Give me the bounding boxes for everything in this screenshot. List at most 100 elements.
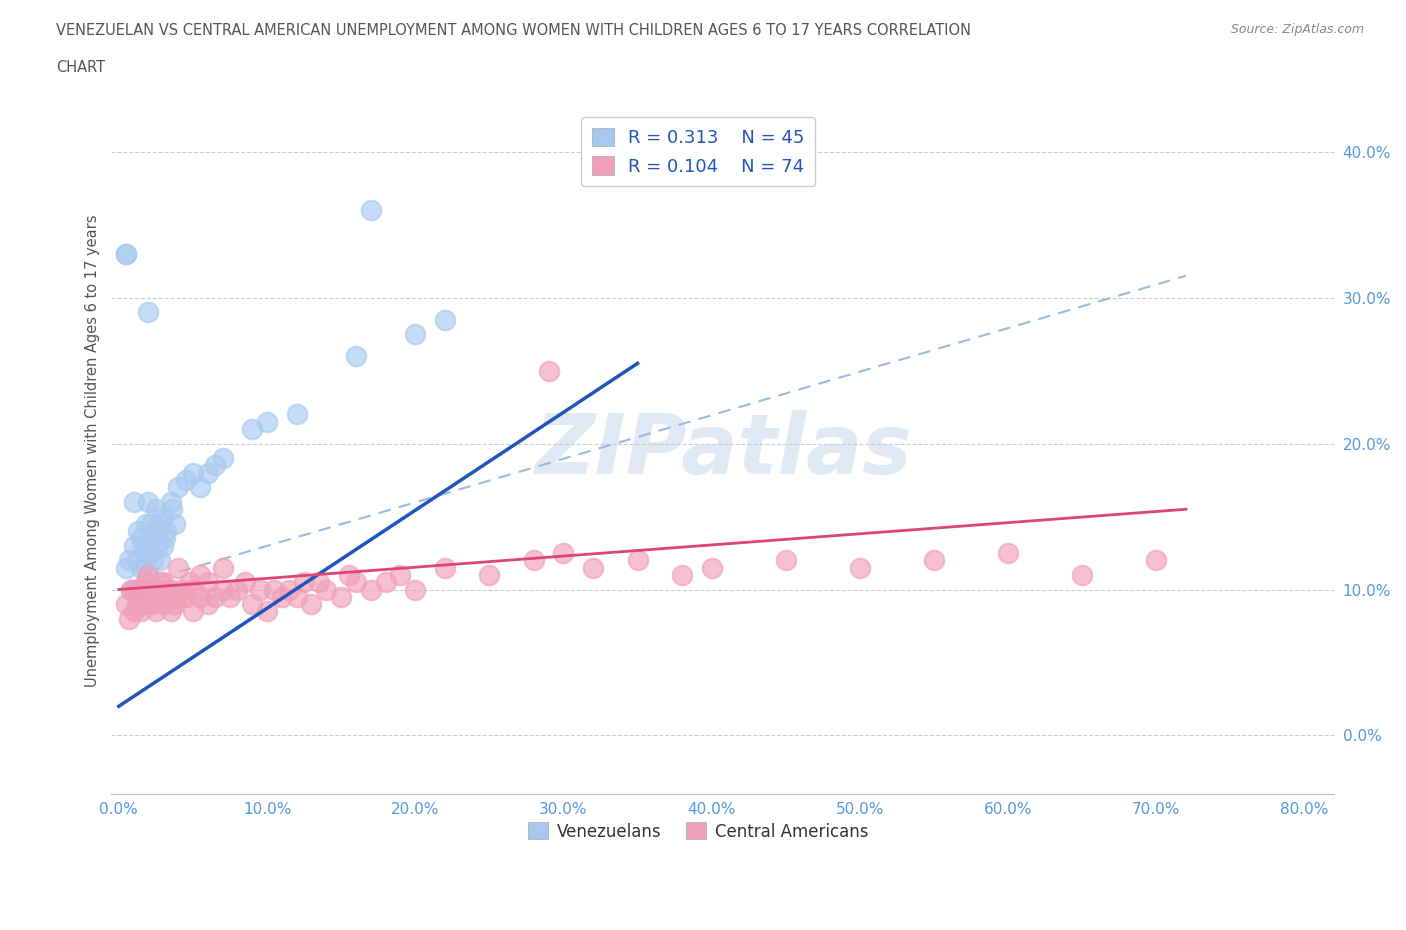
Point [149, 553, 172, 568]
Point [127, 590, 149, 604]
Point [922, 553, 945, 568]
Point [226, 582, 249, 597]
Point [849, 560, 872, 575]
Point [170, 582, 193, 597]
Point [197, 597, 219, 612]
Point [138, 538, 160, 553]
Text: CHART: CHART [56, 60, 105, 75]
Point [141, 531, 163, 546]
Point [167, 480, 190, 495]
Point [136, 567, 159, 582]
Point [148, 590, 170, 604]
Point [159, 582, 181, 597]
Point [138, 590, 160, 604]
Point [159, 604, 181, 618]
Point [165, 597, 187, 612]
Point [204, 458, 226, 473]
Point [145, 582, 167, 597]
Point [125, 553, 148, 568]
Point [134, 546, 156, 561]
Point [134, 575, 156, 590]
Point [115, 246, 138, 261]
Point [122, 495, 145, 510]
Point [181, 582, 204, 597]
Point [404, 326, 426, 341]
Point [700, 560, 723, 575]
Point [360, 203, 382, 218]
Point [233, 575, 256, 590]
Point [181, 604, 204, 618]
Point [188, 567, 211, 582]
Point [149, 575, 172, 590]
Point [152, 575, 174, 590]
Point [997, 546, 1019, 561]
Point [141, 516, 163, 531]
Point [134, 597, 156, 612]
Point [155, 524, 177, 538]
Point [188, 480, 211, 495]
Point [344, 349, 367, 364]
Point [775, 553, 797, 568]
Point [197, 575, 219, 590]
Point [174, 590, 197, 604]
Point [122, 538, 145, 553]
Point [167, 560, 190, 575]
Point [270, 590, 292, 604]
Point [115, 597, 138, 612]
Point [671, 567, 693, 582]
Point [433, 312, 456, 327]
Point [167, 590, 190, 604]
Point [553, 546, 575, 561]
Point [152, 509, 174, 524]
Point [115, 246, 138, 261]
Point [292, 575, 315, 590]
Point [240, 597, 263, 612]
Point [315, 582, 337, 597]
Text: Source: ZipAtlas.com: Source: ZipAtlas.com [1230, 23, 1364, 36]
Point [256, 604, 278, 618]
Y-axis label: Unemployment Among Women with Children Ages 6 to 17 years: Unemployment Among Women with Children A… [86, 215, 100, 687]
Point [146, 538, 169, 553]
Point [478, 567, 501, 582]
Point [115, 560, 138, 575]
Point [1071, 567, 1094, 582]
Point [301, 597, 323, 612]
Point [155, 582, 177, 597]
Point [129, 604, 152, 618]
Point [249, 582, 271, 597]
Point [582, 560, 605, 575]
Point [256, 414, 278, 429]
Point [118, 553, 141, 568]
Point [122, 582, 145, 597]
Point [165, 516, 187, 531]
Point [404, 582, 426, 597]
Legend: Venezuelans, Central Americans: Venezuelans, Central Americans [522, 816, 875, 847]
Point [278, 582, 301, 597]
Point [145, 502, 167, 517]
Point [138, 305, 160, 320]
Point [211, 582, 233, 597]
Point [125, 597, 148, 612]
Point [139, 546, 162, 561]
Point [211, 560, 233, 575]
Point [285, 407, 308, 422]
Point [188, 590, 211, 604]
Point [122, 604, 145, 618]
Point [145, 604, 167, 618]
Point [337, 567, 360, 582]
Point [152, 597, 174, 612]
Point [120, 582, 142, 597]
Point [523, 553, 546, 568]
Point [285, 590, 308, 604]
Point [219, 590, 242, 604]
Point [308, 575, 330, 590]
Point [181, 465, 204, 480]
Point [142, 582, 165, 597]
Point [344, 575, 367, 590]
Point [153, 531, 176, 546]
Point [141, 597, 163, 612]
Point [127, 524, 149, 538]
Point [1144, 553, 1167, 568]
Point [179, 575, 201, 590]
Point [145, 524, 167, 538]
